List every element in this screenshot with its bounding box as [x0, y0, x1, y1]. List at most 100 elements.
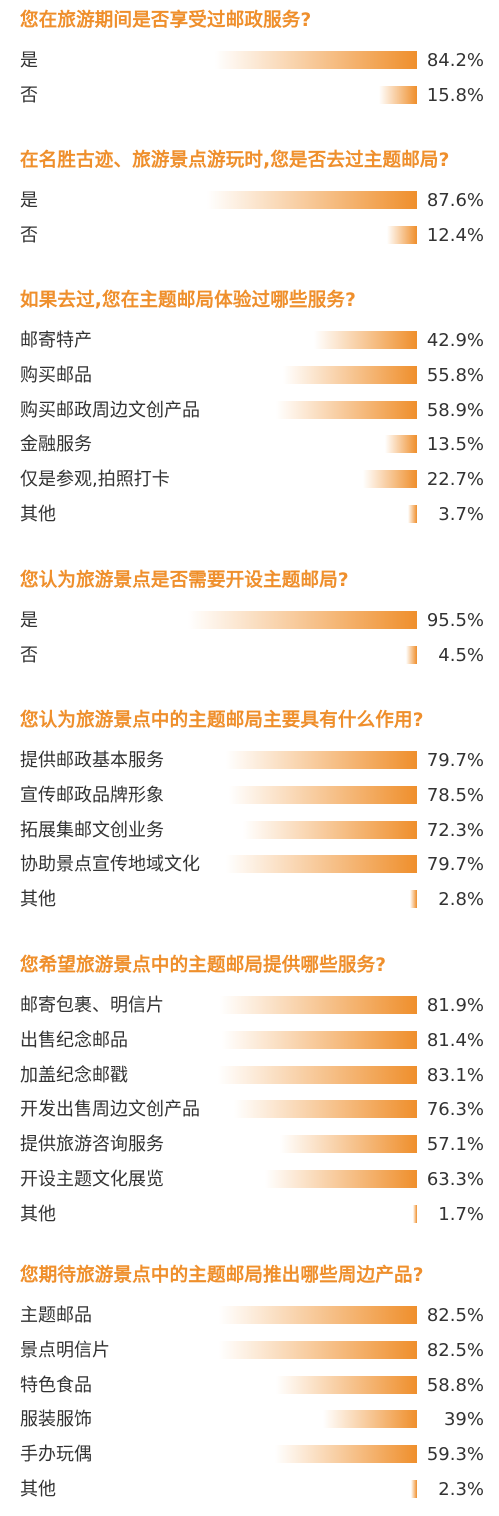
answer-percent: 42.9% — [426, 330, 484, 351]
answer-bar — [411, 1480, 417, 1498]
answer-row: 手办玩偶 59.3% — [0, 1438, 499, 1472]
answer-label: 手办玩偶 — [20, 1444, 92, 1466]
answer-bar — [410, 890, 417, 909]
answer-label: 景点明信片 — [20, 1339, 110, 1361]
answer-bar — [387, 225, 417, 244]
answer-row: 否 15.8% — [0, 79, 499, 113]
answer-bar — [221, 1030, 417, 1049]
answer-bar — [362, 470, 417, 489]
answer-label: 提供邮政基本服务 — [20, 750, 164, 771]
answer-row: 购买邮品 55.8% — [0, 359, 499, 393]
answer-row: 其他 2.8% — [0, 883, 499, 917]
answer-row: 加盖纪念邮戳 83.1% — [0, 1059, 499, 1093]
answer-percent: 59.3% — [426, 1444, 484, 1466]
answer-percent: 81.4% — [426, 1029, 484, 1051]
answer-row: 出售纪念邮品 81.4% — [0, 1024, 499, 1058]
answer-row: 宣传邮政品牌形象 78.5% — [0, 779, 499, 813]
answer-label: 否 — [20, 224, 38, 246]
question-title: 您认为旅游景点是否需要开设主题邮局? — [20, 570, 349, 591]
answer-row: 否 12.4% — [0, 219, 499, 253]
answer-label: 金融服务 — [20, 434, 92, 456]
answer-bar — [225, 855, 417, 874]
answer-bar — [206, 191, 417, 209]
answer-label: 加盖纪念邮戳 — [20, 1064, 128, 1086]
answer-bar — [214, 51, 417, 69]
answer-row: 其他 2.3% — [0, 1473, 499, 1507]
answer-percent: 79.7% — [426, 854, 484, 876]
answer-bar — [406, 645, 417, 664]
answer-label: 其他 — [20, 889, 56, 911]
question-title: 您希望旅游景点中的主题邮局提供哪些服务? — [20, 955, 387, 976]
answer-bar — [275, 400, 417, 419]
question-section: 您认为旅游景点中的主题邮局主要具有什么作用? 提供邮政基本服务 79.7% 宣传邮政品… — [0, 706, 499, 918]
answer-row: 其他 3.7% — [0, 498, 499, 532]
answer-bar — [384, 435, 417, 454]
answer-row: 主题邮品 82.5% — [0, 1299, 499, 1333]
answer-percent: 83.1% — [426, 1064, 484, 1086]
answer-label: 是 — [20, 50, 38, 71]
answer-label: 宣传邮政品牌形象 — [20, 784, 164, 806]
question-title: 如果去过,您在主题邮局体验过哪些服务? — [20, 290, 357, 311]
answer-label: 邮寄特产 — [20, 330, 92, 351]
answer-bar — [408, 505, 417, 523]
answer-row: 是 87.6% — [0, 184, 499, 218]
answer-label: 是 — [20, 610, 38, 631]
answer-label: 拓展集邮文创业务 — [20, 819, 164, 841]
answer-percent: 79.7% — [426, 750, 484, 771]
answer-row: 金融服务 13.5% — [0, 428, 499, 462]
answer-bar — [279, 1135, 417, 1154]
question-section: 在名胜古迹、旅游景点游玩时,您是否去过主题邮局? 是 87.6% 否 12.4% — [0, 146, 499, 254]
question-title: 您认为旅游景点中的主题邮局主要具有什么作用? — [20, 710, 424, 731]
answer-label: 服装服饰 — [20, 1409, 92, 1431]
question-section: 您在旅游期间是否享受过邮政服务? 是 84.2% 否 15.8% — [0, 6, 499, 114]
question-section: 您认为旅游景点是否需要开设主题邮局? 是 95.5% 否 4.5% — [0, 566, 499, 674]
answer-percent: 81.9% — [426, 995, 484, 1016]
answer-bar — [217, 1065, 417, 1084]
answer-bar — [275, 1375, 417, 1394]
answer-label: 否 — [20, 644, 38, 666]
answer-percent: 1.7% — [438, 1203, 484, 1225]
answer-bar — [225, 751, 417, 769]
answer-percent: 84.2% — [426, 50, 484, 71]
answer-bar — [220, 996, 417, 1014]
answer-row: 是 84.2% — [0, 44, 499, 78]
answer-row: 其他 1.7% — [0, 1198, 499, 1232]
answer-label: 购买邮品 — [20, 364, 92, 386]
answer-label: 出售纪念邮品 — [20, 1029, 128, 1051]
answer-row: 开发出售周边文创产品 76.3% — [0, 1093, 499, 1127]
answer-bar — [412, 1204, 417, 1223]
answer-label: 协助景点宣传地域文化 — [20, 854, 200, 876]
answer-label: 否 — [20, 84, 38, 106]
answer-label: 其他 — [20, 1203, 56, 1225]
answer-label: 主题邮品 — [20, 1305, 92, 1326]
answer-row: 特色食品 58.8% — [0, 1369, 499, 1403]
answer-percent: 76.3% — [426, 1099, 484, 1121]
answer-percent: 22.7% — [426, 469, 484, 491]
question-title: 您期待旅游景点中的主题邮局推出哪些周边产品? — [20, 1265, 424, 1286]
answer-bar — [265, 1170, 417, 1188]
answer-bar — [233, 1100, 417, 1119]
question-section: 您希望旅游景点中的主题邮局提供哪些服务? 邮寄包裹、明信片 81.9% 出售纪念邮品 8… — [0, 951, 499, 1233]
answer-row: 拓展集邮文创业务 72.3% — [0, 814, 499, 848]
answer-label: 购买邮政周边文创产品 — [20, 399, 200, 421]
answer-row: 是 95.5% — [0, 604, 499, 638]
answer-percent: 58.9% — [426, 399, 484, 421]
answer-percent: 82.5% — [426, 1339, 484, 1361]
answer-percent: 57.1% — [426, 1134, 484, 1156]
question-title: 您在旅游期间是否享受过邮政服务? — [20, 10, 312, 31]
answer-percent: 55.8% — [426, 364, 484, 386]
answer-percent: 72.3% — [426, 819, 484, 841]
answer-label: 提供旅游咨询服务 — [20, 1134, 164, 1156]
answer-percent: 2.8% — [438, 889, 484, 911]
answer-percent: 58.8% — [426, 1374, 484, 1396]
answer-percent: 87.6% — [426, 190, 484, 211]
question-section: 如果去过,您在主题邮局体验过哪些服务? 邮寄特产 42.9% 购买邮品 55.8% 购买邮… — [0, 286, 499, 533]
answer-label: 邮寄包裹、明信片 — [20, 995, 164, 1016]
answer-percent: 3.7% — [438, 504, 484, 525]
answer-bar — [228, 785, 417, 804]
answer-label: 开设主题文化展览 — [20, 1169, 164, 1190]
answer-percent: 78.5% — [426, 784, 484, 806]
answer-bar — [219, 1340, 417, 1359]
answer-bar — [187, 611, 417, 629]
answer-bar — [314, 331, 417, 349]
